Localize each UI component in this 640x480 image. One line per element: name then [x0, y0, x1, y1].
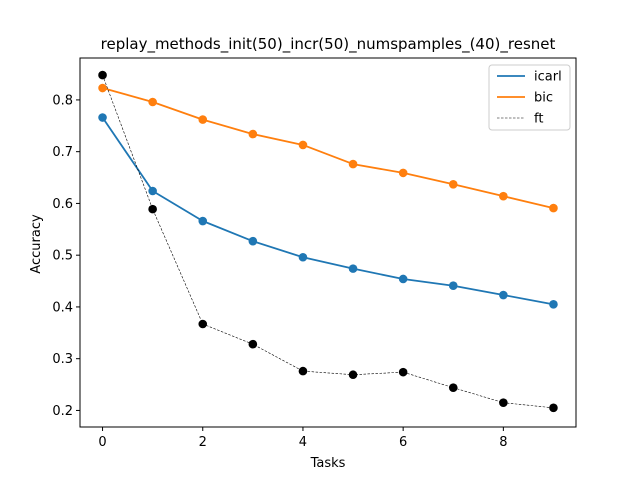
legend-label-ft: ft — [534, 112, 543, 127]
data-point-icarl — [398, 274, 408, 284]
data-point-ft — [499, 398, 508, 407]
data-point-bic — [198, 115, 208, 124]
y-axis-title: Accuracy — [29, 214, 44, 274]
data-point-icarl — [499, 290, 508, 300]
data-point-ft — [98, 70, 107, 80]
y-tick-label: 0.4 — [52, 300, 73, 315]
data-point-bic — [148, 97, 157, 107]
data-point-ft — [448, 383, 458, 392]
y-tick-label: 0.7 — [52, 145, 73, 160]
data-point-ft — [298, 366, 308, 376]
series-line-ft — [102, 74, 554, 409]
data-point-ft — [198, 319, 208, 329]
data-point-icarl — [298, 252, 308, 262]
data-point-bic — [98, 83, 107, 93]
data-point-bic — [348, 159, 358, 169]
legend-box — [488, 64, 571, 131]
chart-title: replay_methods_init(50)_incr(50)_numspam… — [101, 35, 556, 54]
data-point-icarl — [98, 113, 107, 122]
data-point-icarl — [248, 236, 258, 246]
data-point-bic — [448, 179, 458, 189]
data-point-bic — [398, 168, 408, 178]
series-line-bic — [102, 87, 554, 209]
x-tick-label: 8 — [499, 435, 507, 450]
legend-label-icarl: icarl — [534, 70, 562, 85]
axes-frame — [79, 57, 577, 428]
x-tick-label: 2 — [199, 435, 207, 450]
data-point-icarl — [448, 281, 458, 291]
y-tick-label: 0.3 — [52, 352, 73, 367]
data-point-icarl — [549, 300, 558, 309]
y-tick-label: 0.2 — [52, 404, 73, 419]
y-tick-label: 0.8 — [52, 93, 73, 108]
plot-area: 0 2 4 6 8 0.2 0.3 0.4 0.5 0.6 0.7 0.8 — [52, 57, 577, 450]
x-tick-label: 4 — [299, 435, 307, 450]
x-axis-title: Tasks — [310, 456, 346, 471]
data-point-ft — [549, 403, 558, 413]
data-point-icarl — [148, 186, 157, 196]
legend: icarl bic ft — [488, 64, 571, 131]
data-point-icarl — [198, 216, 208, 226]
data-point-bic — [248, 129, 258, 139]
data-point-bic — [298, 140, 308, 150]
data-point-bic — [499, 191, 508, 201]
x-tick-label: 6 — [399, 435, 407, 450]
legend-label-bic: bic — [534, 91, 553, 106]
x-tick-label: 0 — [98, 435, 106, 450]
data-point-ft — [248, 339, 258, 349]
data-point-icarl — [348, 264, 358, 273]
data-point-ft — [148, 204, 157, 214]
data-point-ft — [398, 367, 408, 377]
y-tick-label: 0.5 — [52, 249, 73, 264]
y-tick-label: 0.6 — [52, 197, 73, 212]
series-line-icarl — [101, 117, 554, 306]
data-point-ft — [348, 370, 358, 380]
data-point-bic — [549, 203, 558, 213]
